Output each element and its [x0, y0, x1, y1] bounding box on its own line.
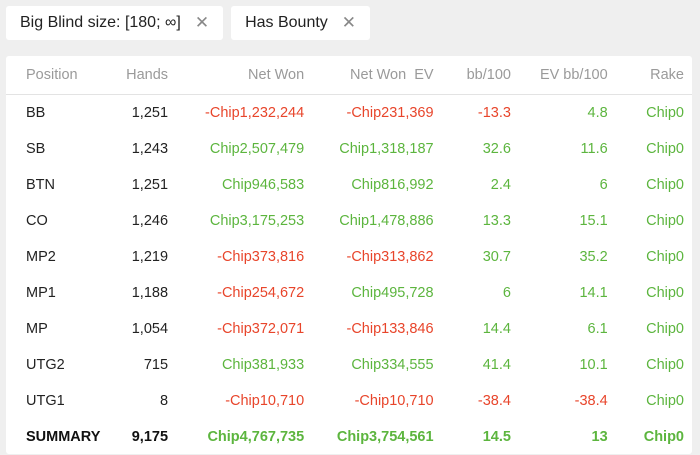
cell-ev-bb100: 15.1 — [579, 213, 608, 229]
cell-rake: Chip0 — [646, 357, 684, 373]
cell-ev-bb100: 4.8 — [587, 105, 608, 121]
close-icon[interactable]: ✕ — [194, 12, 210, 33]
stats-panel: Position Hands Net Won Net Won EV bb/100… — [6, 56, 692, 454]
table-row[interactable]: MP2 1,219 -Chip373,816 -Chip313,862 30.7… — [6, 239, 692, 275]
cell-net-won: Chip2,507,479 — [209, 141, 305, 157]
cell-net-won: -Chip373,816 — [217, 249, 305, 265]
cell-net-won: -Chip372,071 — [217, 321, 305, 337]
filter-bar: Big Blind size: [180; ∞] ✕ Has Bounty ✕ — [6, 6, 371, 40]
position-stats-table: Position Hands Net Won Net Won EV bb/100… — [6, 56, 692, 455]
cell-hands: 9,175 — [131, 429, 169, 445]
cell-ev-bb100: 14.1 — [579, 285, 608, 301]
cell-bb100: 13.3 — [482, 213, 511, 229]
cell-bb100: 14.5 — [482, 429, 511, 445]
cell-net-won-ev: Chip334,555 — [351, 357, 434, 373]
column-header-net-won[interactable]: Net Won — [176, 56, 313, 95]
cell-position: UTG1 — [26, 393, 65, 409]
cell-position: SUMMARY — [26, 429, 101, 445]
table-row[interactable]: MP 1,054 -Chip372,071 -Chip133,846 14.4 … — [6, 311, 692, 347]
cell-hands: 8 — [159, 393, 169, 409]
cell-hands: 1,243 — [131, 141, 169, 157]
cell-position: SB — [26, 141, 46, 157]
column-header-rake[interactable]: Rake — [615, 56, 692, 95]
summary-row: SUMMARY 9,175 Chip4,767,735 Chip3,754,56… — [6, 419, 692, 455]
cell-net-won-ev: -Chip313,862 — [346, 249, 434, 265]
cell-rake: Chip0 — [646, 141, 684, 157]
table-row[interactable]: SB 1,243 Chip2,507,479 Chip1,318,187 32.… — [6, 131, 692, 167]
cell-ev-bb100: 10.1 — [579, 357, 608, 373]
cell-ev-bb100: 35.2 — [579, 249, 608, 265]
filter-chip-has-bounty[interactable]: Has Bounty ✕ — [231, 6, 371, 40]
cell-rake: Chip0 — [646, 249, 684, 265]
cell-hands: 1,246 — [131, 213, 169, 229]
cell-hands: 1,188 — [131, 285, 169, 301]
table-row[interactable]: UTG1 8 -Chip10,710 -Chip10,710 -38.4 -38… — [6, 383, 692, 419]
cell-net-won-ev: -Chip133,846 — [346, 321, 434, 337]
cell-rake: Chip0 — [646, 177, 684, 193]
cell-position: UTG2 — [26, 357, 65, 373]
column-header-ev-bb100[interactable]: EV bb/100 — [518, 56, 616, 95]
cell-net-won: Chip381,933 — [221, 357, 305, 373]
column-header-bb100[interactable]: bb/100 — [441, 56, 519, 95]
cell-net-won-ev: -Chip231,369 — [346, 105, 434, 121]
cell-bb100: 6 — [502, 285, 511, 301]
column-header-net-won-ev[interactable]: Net Won EV — [312, 56, 442, 95]
cell-ev-bb100: 13 — [591, 429, 608, 445]
table-row[interactable]: MP1 1,188 -Chip254,672 Chip495,728 6 14.… — [6, 275, 692, 311]
cell-ev-bb100: 6.1 — [587, 321, 608, 337]
cell-net-won: -Chip254,672 — [217, 285, 305, 301]
cell-net-won: Chip946,583 — [221, 177, 305, 193]
cell-net-won-ev: -Chip10,710 — [354, 393, 434, 409]
cell-position: MP1 — [26, 285, 56, 301]
cell-rake: Chip0 — [646, 285, 684, 301]
cell-ev-bb100: 11.6 — [580, 141, 608, 157]
cell-hands: 1,054 — [131, 321, 169, 337]
cell-position: MP2 — [26, 249, 56, 265]
cell-hands: 1,219 — [131, 249, 169, 265]
cell-ev-bb100: -38.4 — [574, 393, 608, 409]
cell-net-won: Chip3,175,253 — [209, 213, 305, 229]
table-row[interactable]: BTN 1,251 Chip946,583 Chip816,992 2.4 6 … — [6, 167, 692, 203]
cell-net-won-ev: Chip816,992 — [351, 177, 434, 193]
cell-bb100: 41.4 — [482, 357, 511, 373]
table-header-row: Position Hands Net Won Net Won EV bb/100… — [6, 56, 692, 95]
cell-bb100: 30.7 — [482, 249, 511, 265]
cell-bb100: -38.4 — [477, 393, 511, 409]
cell-net-won-ev: Chip1,318,187 — [339, 141, 434, 157]
cell-rake: Chip0 — [646, 321, 684, 337]
cell-bb100: 14.4 — [482, 321, 511, 337]
cell-net-won-ev: Chip3,754,561 — [336, 429, 434, 445]
cell-net-won: Chip4,767,735 — [207, 429, 305, 445]
filter-chip-big-blind[interactable]: Big Blind size: [180; ∞] ✕ — [6, 6, 224, 40]
cell-position: BB — [26, 105, 46, 121]
cell-position: CO — [26, 213, 48, 229]
cell-rake: Chip0 — [646, 105, 684, 121]
cell-position: MP — [26, 321, 48, 337]
table-row[interactable]: UTG2 715 Chip381,933 Chip334,555 41.4 10… — [6, 347, 692, 383]
cell-position: BTN — [26, 177, 55, 193]
cell-rake: Chip0 — [646, 213, 684, 229]
filter-label: Big Blind size: [180; ∞] — [20, 14, 181, 31]
column-header-hands[interactable]: Hands — [108, 56, 177, 95]
cell-rake: Chip0 — [643, 429, 684, 445]
cell-hands: 1,251 — [131, 177, 169, 193]
cell-net-won: -Chip10,710 — [225, 393, 305, 409]
close-icon[interactable]: ✕ — [341, 12, 357, 33]
cell-hands: 715 — [143, 357, 169, 373]
cell-ev-bb100: 6 — [599, 177, 608, 193]
cell-bb100: 2.4 — [490, 177, 511, 193]
column-header-position[interactable]: Position — [6, 56, 109, 95]
cell-bb100: -13.3 — [477, 105, 511, 121]
cell-hands: 1,251 — [131, 105, 169, 121]
filter-label: Has Bounty — [245, 14, 328, 31]
cell-rake: Chip0 — [646, 393, 684, 409]
cell-bb100: 32.6 — [482, 141, 511, 157]
cell-net-won-ev: Chip1,478,886 — [339, 213, 434, 229]
table-row[interactable]: CO 1,246 Chip3,175,253 Chip1,478,886 13.… — [6, 203, 692, 239]
table-row[interactable]: BB 1,251 -Chip1,232,244 -Chip231,369 -13… — [6, 95, 692, 132]
cell-net-won: -Chip1,232,244 — [205, 105, 305, 121]
cell-net-won-ev: Chip495,728 — [351, 285, 434, 301]
